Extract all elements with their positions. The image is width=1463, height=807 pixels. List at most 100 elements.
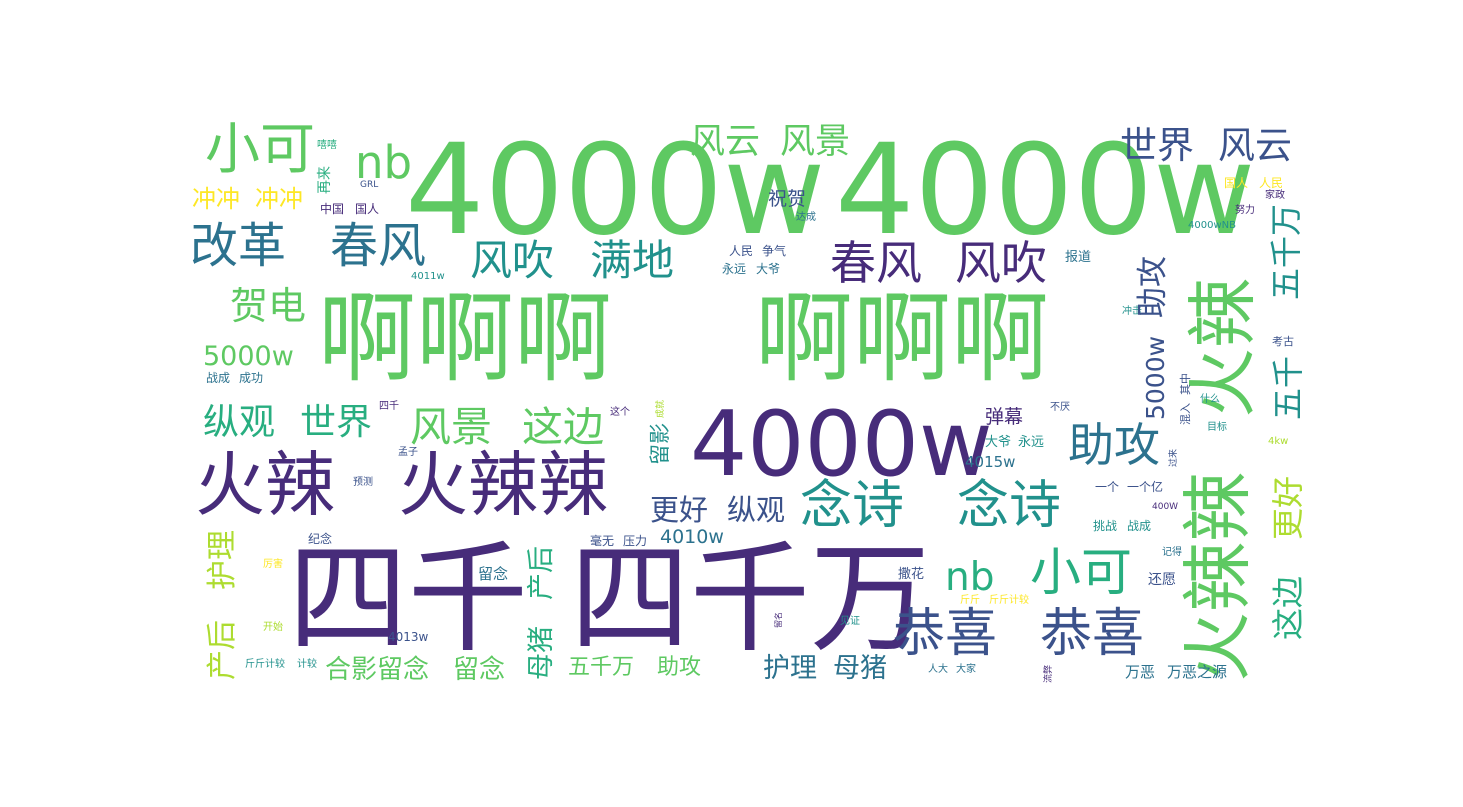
cloud-word: 大家 <box>956 664 976 675</box>
cloud-word: 厉害 <box>263 559 283 570</box>
cloud-word: 战成 <box>206 371 231 385</box>
cloud-word: 世界 <box>300 402 373 443</box>
cloud-word: 4000wNB <box>1188 220 1236 231</box>
cloud-word: 过来 <box>1169 448 1179 467</box>
cloud-word: 弹幕 <box>985 406 1024 428</box>
cloud-word: 祝贺 <box>768 188 807 210</box>
cloud-word: 这个 <box>610 407 630 418</box>
cloud-word: 恭喜 <box>1040 604 1145 664</box>
cloud-word: 火辣辣 <box>398 444 608 526</box>
cloud-word: 4000w <box>835 118 1256 263</box>
cloud-word: 永远 <box>1018 435 1045 450</box>
cloud-word: 风景 <box>410 403 492 451</box>
cloud-word: 风云 <box>1218 124 1292 167</box>
cloud-word: 毫无 <box>590 534 615 548</box>
cloud-word: 斤斤 <box>960 595 980 606</box>
cloud-word: 不厌 <box>1050 402 1070 413</box>
cloud-word: 达成 <box>796 212 816 223</box>
cloud-word: 混入 <box>1179 403 1192 425</box>
cloud-word: 冲击 <box>1122 306 1142 317</box>
cloud-word: 春风 <box>830 236 922 290</box>
cloud-word: 见证 <box>840 616 860 627</box>
cloud-word: 冲冲 <box>192 185 240 213</box>
cloud-word: 火辣 <box>195 444 335 526</box>
cloud-word: 火辣辣 <box>1177 472 1259 682</box>
cloud-word: 国人 <box>1224 176 1249 190</box>
cloud-word: 挑战 <box>1093 519 1118 533</box>
cloud-word: 念诗 <box>957 476 1062 536</box>
cloud-word: 人民 <box>729 244 754 258</box>
cloud-word: 助攻 <box>1135 256 1171 318</box>
cloud-word: 风景 <box>780 122 851 162</box>
cloud-word: 斤斤计较 <box>989 595 1029 606</box>
cloud-word: 永远 <box>722 262 747 276</box>
cloud-word: 目标 <box>1207 422 1227 433</box>
cloud-word: 四千万 <box>570 530 930 669</box>
cloud-word: 纵观 <box>727 493 786 527</box>
cloud-word: 万恶之源 <box>1167 663 1228 681</box>
cloud-word: 助攻 <box>657 655 702 680</box>
cloud-word: 努力 <box>1235 205 1255 216</box>
cloud-word: 母猪 <box>526 626 557 680</box>
cloud-word: 四千 <box>288 530 528 669</box>
cloud-word: 成就 <box>656 399 666 418</box>
cloud-word: 小可 <box>205 117 316 181</box>
cloud-word: 孟子 <box>398 447 418 458</box>
cloud-word: 4015w <box>965 453 1016 471</box>
cloud-word: 流弊 <box>1044 664 1054 683</box>
cloud-word: 五千 <box>1269 355 1307 420</box>
cloud-word: 战成 <box>1127 519 1152 533</box>
cloud-word: GRL <box>360 180 379 190</box>
cloud-word: 4011w <box>411 271 445 282</box>
cloud-word: 冲冲 <box>255 185 303 213</box>
cloud-word: 五千万 <box>1267 203 1305 300</box>
cloud-word: 火辣 <box>1182 278 1264 418</box>
cloud-word: 这边 <box>1269 575 1307 640</box>
cloud-word: 5000w <box>1141 335 1170 420</box>
cloud-word: 大爷 <box>985 435 1012 450</box>
cloud-word: 风吹 <box>955 236 1047 290</box>
cloud-word: 一个 <box>1095 480 1120 494</box>
cloud-word: 4000w <box>690 392 993 497</box>
cloud-word: 400W <box>1152 502 1179 512</box>
cloud-word: 人大 <box>928 664 948 675</box>
cloud-word: 成功 <box>239 371 264 385</box>
cloud-word: 报道 <box>1065 250 1092 265</box>
cloud-word: 纪念 <box>308 532 333 546</box>
cloud-word: 国人 <box>355 202 380 216</box>
cloud-word: 风云 <box>690 122 761 162</box>
cloud-word: nb <box>945 555 995 600</box>
cloud-word: 母猪 <box>833 653 887 684</box>
cloud-word: 5000w <box>203 341 294 372</box>
cloud-word: 世界 <box>1120 124 1194 167</box>
cloud-word: 更好 <box>650 493 709 527</box>
cloud-word: 更好 <box>1269 475 1307 540</box>
cloud-word: 恭喜 <box>893 604 998 664</box>
cloud-word: 4kw <box>1268 436 1289 447</box>
cloud-word: 万恶 <box>1125 663 1156 681</box>
cloud-word: 还愿 <box>1148 572 1176 588</box>
cloud-word: 护理 <box>205 530 240 590</box>
cloud-word: 斤斤计较 <box>245 659 285 670</box>
cloud-word: 留影 <box>648 423 672 465</box>
cloud-word: 中国 <box>320 202 345 216</box>
cloud-word: 风吹 <box>470 236 555 285</box>
cloud-word: 家政 <box>1265 190 1285 201</box>
cloud-word: 留念 <box>453 655 506 685</box>
cloud-word: 撒花 <box>898 567 925 582</box>
cloud-word: 改革 <box>190 218 287 274</box>
cloud-word: 争气 <box>762 244 787 258</box>
cloud-word: 这边 <box>522 403 604 451</box>
cloud-word: 小可 <box>1030 544 1133 603</box>
cloud-word: 4000w <box>405 118 826 263</box>
cloud-word: 啊啊啊 <box>755 282 1050 396</box>
cloud-word: 贺电 <box>230 284 307 328</box>
cloud-word: 嘻嘻 <box>317 140 337 151</box>
cloud-word: 考古 <box>1272 335 1294 348</box>
cloud-word: 计较 <box>297 659 317 670</box>
cloud-word: 留名 <box>774 612 783 628</box>
cloud-word: 产后 <box>526 546 557 600</box>
cloud-word: 合影留念 <box>325 655 430 685</box>
cloud-word: 四千 <box>379 401 399 412</box>
cloud-word: 什么 <box>1200 394 1220 405</box>
